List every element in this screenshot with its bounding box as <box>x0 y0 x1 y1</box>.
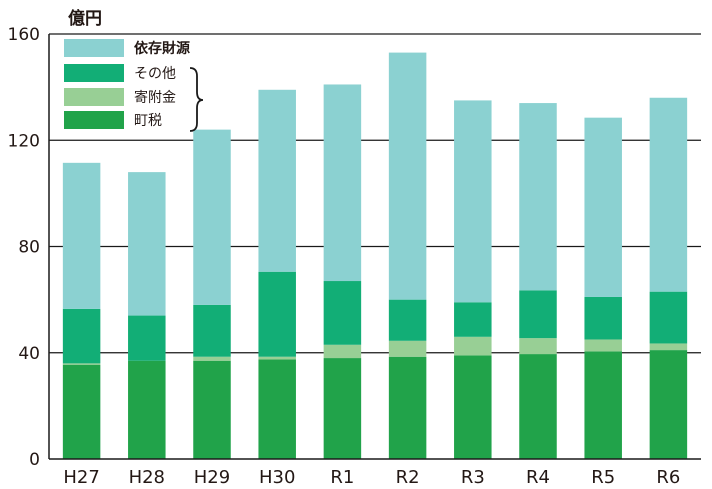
bar-segment-H27-依存財源 <box>62 162 101 309</box>
bar-segment-R3-その他 <box>454 302 492 337</box>
y-tick-label: 40 <box>18 344 40 364</box>
bar-segment-R2-その他 <box>388 299 427 341</box>
bar-segment-R2-町税 <box>388 356 427 459</box>
bar-segment-R6-寄附金 <box>649 343 688 351</box>
bars <box>62 52 688 459</box>
legend-swatch <box>64 88 124 106</box>
bar-segment-R1-依存財源 <box>323 84 362 282</box>
bar-segment-H28-その他 <box>128 315 166 361</box>
y-tick-label: 160 <box>8 25 40 45</box>
bar-segment-R3-依存財源 <box>454 100 492 303</box>
legend-label: その他 <box>134 66 176 82</box>
x-tick-label: H29 <box>194 467 230 488</box>
bar-segment-R3-寄附金 <box>454 336 492 356</box>
bar-segment-H29-依存財源 <box>193 129 231 305</box>
bar-segment-R1-寄附金 <box>323 344 362 359</box>
bar-segment-R2-寄附金 <box>388 340 427 357</box>
legend-swatch <box>64 64 124 82</box>
bar-segment-H30-町税 <box>258 359 296 459</box>
bar-segment-H29-その他 <box>193 304 231 357</box>
bar-segment-H27-寄附金 <box>62 363 101 365</box>
unit-label: 億円 <box>68 8 102 29</box>
x-tick-label: R5 <box>591 467 615 488</box>
bar-segment-R5-その他 <box>584 296 622 340</box>
y-tick-label: 80 <box>18 238 40 258</box>
bar-segment-R6-その他 <box>649 291 688 344</box>
legend-label: 依存財源 <box>134 40 190 57</box>
bar-segment-R1-町税 <box>323 358 362 459</box>
bar-segment-R6-町税 <box>649 350 688 459</box>
bar-segment-R3-町税 <box>454 355 492 459</box>
bar-segment-R6-依存財源 <box>649 97 688 292</box>
x-tick-label: R3 <box>461 467 485 488</box>
legend-swatch <box>64 39 124 57</box>
x-tick-label: R6 <box>656 467 680 488</box>
legend-label: 町税 <box>134 113 162 129</box>
bar-segment-H30-寄附金 <box>258 356 296 360</box>
x-tick-label: H27 <box>63 467 99 488</box>
bar-segment-R4-寄附金 <box>519 338 557 355</box>
legend-brace <box>189 67 204 132</box>
bar-segment-H29-寄附金 <box>193 356 231 361</box>
bar-segment-R5-寄附金 <box>584 339 622 352</box>
bar-segment-R2-依存財源 <box>388 52 427 300</box>
axes: 0 40 80 120 160 H27 H28 H29 H30 R1 R2 R3 R4 R5 R6 <box>8 25 701 488</box>
bar-segment-H28-依存財源 <box>128 172 166 316</box>
x-tick-label: H28 <box>129 467 165 488</box>
x-tick-label: H30 <box>259 467 295 488</box>
legend-swatch <box>64 111 124 129</box>
bar-segment-H29-町税 <box>193 360 231 459</box>
x-tick-label: R1 <box>330 467 354 488</box>
bar-segment-R5-依存財源 <box>584 117 622 297</box>
y-tick-label: 0 <box>29 450 40 470</box>
bar-segment-H27-町税 <box>62 364 101 459</box>
x-tick-label: R4 <box>526 467 550 488</box>
y-tick-label: 120 <box>8 131 40 151</box>
x-tick-label: R2 <box>396 467 420 488</box>
bar-segment-H30-その他 <box>258 271 296 357</box>
bar-segment-H30-依存財源 <box>258 89 296 272</box>
bar-segment-H28-町税 <box>128 360 166 459</box>
bar-segment-R1-その他 <box>323 281 362 345</box>
bar-segment-H27-その他 <box>62 308 101 364</box>
bar-segment-R4-町税 <box>519 354 557 459</box>
bar-segment-R4-依存財源 <box>519 103 557 291</box>
bar-segment-R4-その他 <box>519 290 557 339</box>
bar-segment-R5-町税 <box>584 351 622 459</box>
legend-label: 寄附金 <box>134 89 176 106</box>
